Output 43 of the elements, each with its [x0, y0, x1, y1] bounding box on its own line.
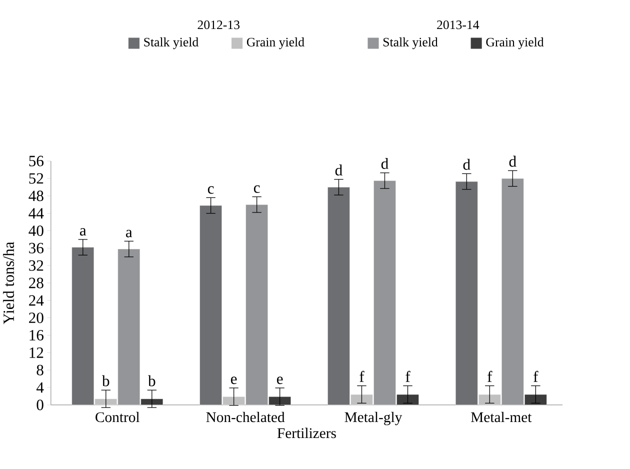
y-tick-label: 4: [36, 382, 44, 392]
annotation: d: [335, 164, 342, 176]
y-axis-title: Yield tons/ha: [3, 242, 14, 324]
y-tick-label: 32: [29, 260, 44, 271]
text: 2013-14: [437, 20, 480, 30]
y-tick-label: 36: [29, 242, 44, 254]
annotation: e: [230, 376, 237, 384]
annotation: d: [509, 156, 516, 167]
y-tick-label: 28: [29, 278, 44, 288]
legend-label: Stalk yield: [144, 37, 198, 49]
annotation: f: [360, 370, 364, 382]
annotation: b: [102, 375, 110, 386]
y-tick-label: 56: [29, 156, 44, 166]
x-tick-label: Metal-gly: [344, 412, 402, 426]
x-tick-label: Metal-met: [471, 412, 532, 422]
x-tick-label: Control: [96, 412, 140, 422]
annotation: b: [148, 375, 156, 386]
y-tick-label: 16: [30, 330, 44, 340]
annotation: f: [534, 370, 538, 382]
annotation: a: [126, 230, 132, 238]
legend-label: Grain yield: [486, 37, 544, 49]
annotation: a: [80, 228, 86, 236]
y-tick-label: 44: [28, 208, 44, 218]
legend-label: Grain yield: [246, 37, 304, 49]
annotation: f: [406, 370, 410, 382]
x-axis-title: Fertilizers: [277, 428, 336, 438]
text: 2012-13: [198, 20, 240, 30]
y-tick-label: 24: [29, 295, 44, 306]
y-tick-label: 8: [36, 364, 44, 376]
annotation: d: [381, 158, 388, 169]
annotation: f: [488, 370, 492, 382]
legend-label: Stalk yield: [383, 37, 438, 49]
y-tick-label: 20: [29, 312, 44, 323]
y-tick-label: 52: [29, 173, 44, 184]
annotation: e: [276, 376, 283, 384]
annotation: c: [254, 185, 260, 193]
annotation: c: [208, 186, 214, 194]
y-tick-label: 40: [28, 225, 44, 236]
annotation: d: [463, 158, 470, 170]
y-tick-label: 0: [36, 399, 44, 410]
y-tick-label: 48: [28, 190, 44, 201]
y-tick-label: 12: [30, 347, 44, 358]
x-tick-label: Non-chelated: [206, 412, 285, 422]
